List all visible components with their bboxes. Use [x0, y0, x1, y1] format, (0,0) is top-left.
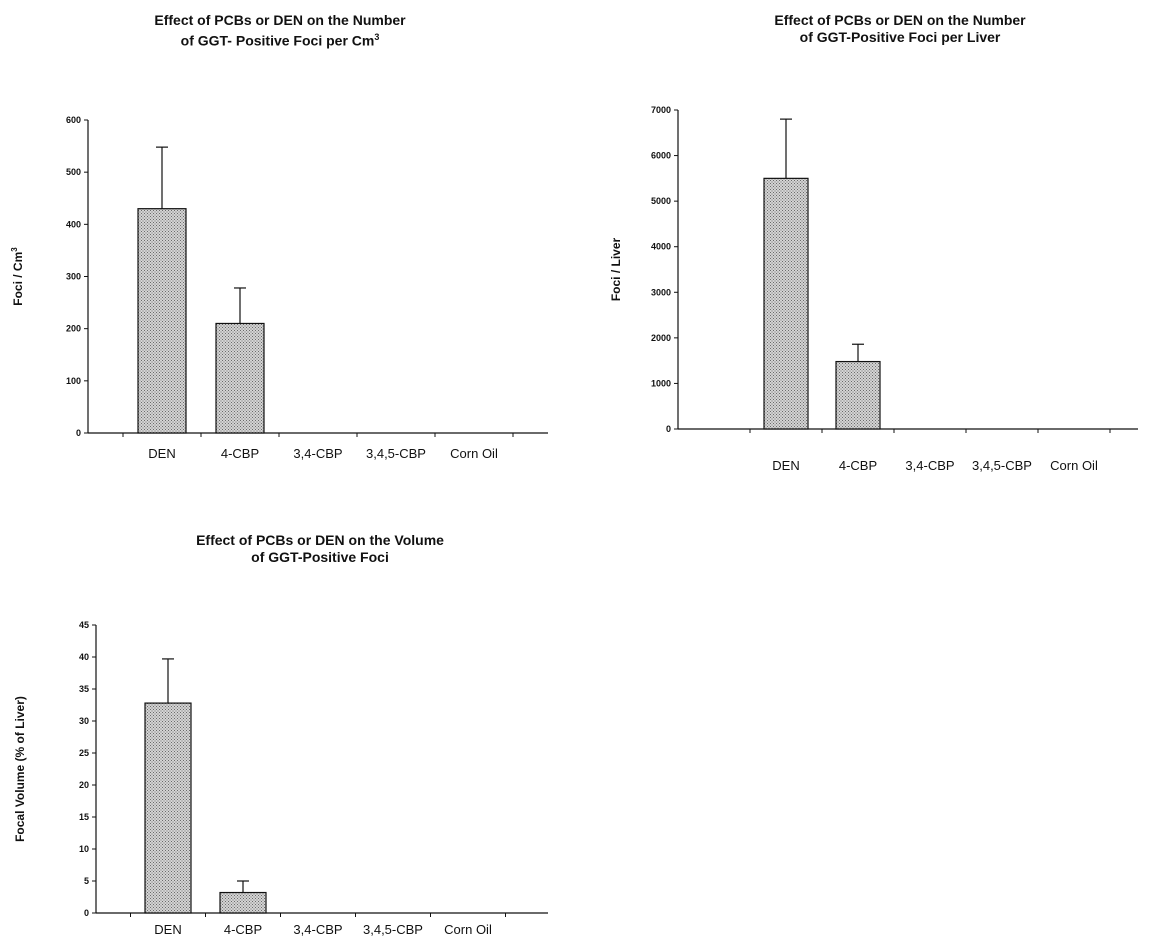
x-category-label: 3,4-CBP: [293, 446, 342, 461]
y-tick-label: 200: [66, 324, 81, 334]
x-category-label: 3,4,5-CBP: [972, 458, 1032, 473]
x-category-label: 3,4,5-CBP: [366, 446, 426, 461]
chart-title: Effect of PCBs or DEN on the Number of G…: [70, 12, 490, 50]
bar: [219, 891, 267, 914]
x-category-label: 3,4-CBP: [905, 458, 954, 473]
y-tick-label: 5: [84, 876, 89, 886]
y-tick-label: 500: [66, 167, 81, 177]
chart-foci-per-liver: Effect of PCBs or DEN on the Number of G…: [590, 0, 1150, 490]
y-tick-label: 300: [66, 272, 81, 282]
bar: [215, 322, 265, 434]
y-tick-label: 0: [666, 424, 671, 434]
y-tick-label: 45: [79, 620, 89, 630]
x-category-label: 3,4,5-CBP: [363, 922, 423, 937]
y-tick-label: 6000: [651, 151, 671, 161]
x-category-label: DEN: [772, 458, 799, 473]
y-tick-label: 400: [66, 219, 81, 229]
y-tick-label: 0: [84, 908, 89, 918]
y-tick-label: 4000: [651, 242, 671, 252]
x-category-label: 4-CBP: [221, 446, 259, 461]
chart-focal-volume: Effect of PCBs or DEN on the Volume of G…: [0, 520, 560, 939]
plot-area: 0 5 10 15 20 25 30 35 40 45 DEN 4-CBP 3,4-CBP 3,4,5-C…: [13, 620, 548, 937]
title-line-1: Effect of PCBs or DEN on the Volume: [196, 532, 444, 548]
plot-area: 0 100 200 300 400 500 600 DEN 4-CBP 3,4-CBP 3,4,5-…: [10, 115, 548, 461]
y-tick-label: 100: [66, 376, 81, 386]
x-category-label: 3,4-CBP: [293, 922, 342, 937]
title-line-2: of GGT-Positive Foci per Liver: [799, 29, 1001, 45]
y-axis-label-text: Foci / Liver: [609, 237, 623, 301]
y-tick-label: 25: [79, 748, 89, 758]
title-line-2: of GGT-Positive Foci: [251, 549, 389, 565]
y-tick-label: 1000: [651, 378, 671, 388]
x-category-label: DEN: [154, 922, 181, 937]
plot-area: 0 1000 2000 3000 4000 5000 6000 7000 DEN 4-CBP 3,4…: [609, 105, 1138, 473]
title-line-2: of GGT- Positive Foci per Cm3: [70, 29, 490, 50]
y-tick-label: 40: [79, 652, 89, 662]
chart-title: Effect of PCBs or DEN on the Volume of G…: [110, 532, 530, 566]
chart-foci-per-cm3: Effect of PCBs or DEN on the Number of G…: [0, 0, 560, 480]
x-category-label: Corn Oil: [444, 922, 492, 937]
y-axis-label: Focal Volume (% of Liver): [13, 696, 27, 842]
x-category-label: 4-CBP: [839, 458, 877, 473]
bar: [835, 360, 881, 430]
x-category-label: Corn Oil: [450, 446, 498, 461]
x-category-label: Corn Oil: [1050, 458, 1098, 473]
title-superscript: 3: [374, 32, 380, 42]
y-tick-label: 15: [79, 812, 89, 822]
y-axis-label-text: Focal Volume (% of Liver): [13, 696, 27, 842]
y-tick-label: 5000: [651, 196, 671, 206]
y-tick-label: 3000: [651, 287, 671, 297]
y-axis-label: Foci / Liver: [609, 237, 623, 301]
y-axis-label-text: Foci / Cm: [11, 252, 25, 306]
y-tick-label: 7000: [651, 105, 671, 115]
x-category-label: DEN: [148, 446, 175, 461]
title-line-1: Effect of PCBs or DEN on the Number: [774, 12, 1026, 28]
y-tick-label: 35: [79, 684, 89, 694]
y-tick-label: 600: [66, 115, 81, 125]
y-tick-label: 10: [79, 844, 89, 854]
y-axis-label: Foci / Cm3: [10, 247, 25, 306]
title-line-2-text: of GGT- Positive Foci per Cm: [180, 32, 375, 49]
y-tick-label: 0: [76, 428, 81, 438]
bar: [137, 208, 187, 434]
chart-title: Effect of PCBs or DEN on the Number of G…: [660, 12, 1140, 46]
y-tick-label: 30: [79, 716, 89, 726]
bar: [763, 177, 809, 430]
title-line-1: Effect of PCBs or DEN on the Number: [154, 12, 406, 28]
x-category-label: 4-CBP: [224, 922, 262, 937]
y-tick-label: 20: [79, 780, 89, 790]
bar: [144, 702, 192, 914]
y-axis-label-superscript: 3: [10, 247, 19, 252]
y-tick-label: 2000: [651, 333, 671, 343]
